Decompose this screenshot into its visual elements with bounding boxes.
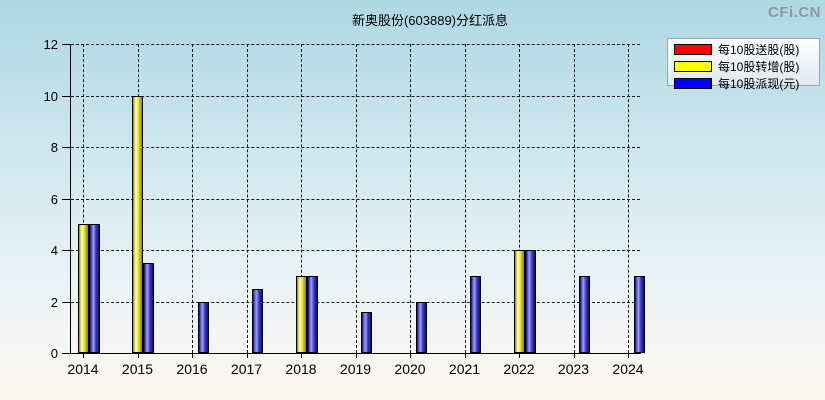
bar-capitalization-shares-2018 <box>295 275 307 353</box>
y-axis-label: 6 <box>50 191 58 207</box>
legend-item-capitalization-shares: 每10股转增(股) <box>674 58 813 75</box>
chart-title: 新奥股份(603889)分红派息 <box>351 13 509 28</box>
x-axis-label: 2015 <box>121 361 154 377</box>
y-axis-label: 2 <box>50 294 58 310</box>
x-axis-label: 2019 <box>339 361 372 377</box>
y-tick <box>62 44 70 45</box>
legend-item-cash-dividend: 每10股派现(元) <box>674 75 813 92</box>
gridline-vertical <box>246 44 248 353</box>
bar-cash-dividend-2022 <box>524 250 536 353</box>
x-tick <box>573 354 575 358</box>
x-axis-label: 2023 <box>557 361 590 377</box>
bar-cash-dividend-2014 <box>88 224 100 353</box>
bar-cash-dividend-2021 <box>470 275 481 353</box>
x-axis-label: 2018 <box>285 361 317 377</box>
legend: 每10股送股(股) 每10股转增(股) 每10股派现(元) <box>667 38 820 91</box>
x-axis-label: 2016 <box>176 361 208 377</box>
y-axis-label: 12 <box>43 37 58 52</box>
legend-label-bonus-shares: 每10股送股(股) <box>718 43 800 57</box>
gridline-vertical <box>573 44 575 353</box>
bar-cash-dividend-2018 <box>306 275 318 353</box>
y-axis-label: 0 <box>50 346 58 361</box>
legend-label-capitalization-shares: 每10股转增(股) <box>718 60 800 74</box>
x-tick <box>628 354 629 358</box>
x-axis-label: 2017 <box>230 361 263 377</box>
x-tick <box>246 354 248 358</box>
legend-swatch-cash-dividend <box>674 78 712 89</box>
legend-label-cash-dividend: 每10股派现(元) <box>718 77 800 91</box>
bar-cash-dividend-2024 <box>633 275 645 353</box>
x-axis-label: 2021 <box>448 361 481 377</box>
y-tick <box>62 301 70 303</box>
x-axis-line <box>70 353 641 354</box>
gridline-vertical <box>628 44 629 353</box>
y-axis-line <box>70 44 71 354</box>
bar-cash-dividend-2015 <box>143 262 154 353</box>
y-tick <box>62 353 70 354</box>
y-axis-label: 10 <box>43 88 58 104</box>
y-tick <box>62 95 70 97</box>
bar-cash-dividend-2016 <box>197 301 209 353</box>
bar-cash-dividend-2020 <box>415 301 427 353</box>
x-tick <box>137 354 139 358</box>
legend-swatch-capitalization-shares <box>674 61 712 72</box>
gridline-vertical <box>355 44 357 353</box>
y-tick <box>62 147 70 148</box>
bar-capitalization-shares-2014 <box>77 224 89 353</box>
x-axis-label: 2014 <box>67 361 99 377</box>
x-axis-label: 2022 <box>503 361 535 377</box>
cfi-watermark: CFi.CN <box>768 4 821 21</box>
bar-capitalization-shares-2022 <box>513 250 525 353</box>
legend-item-bonus-shares: 每10股送股(股) <box>674 41 813 58</box>
x-tick <box>192 354 193 358</box>
x-axis-label: 2020 <box>394 361 426 377</box>
x-tick <box>464 354 466 358</box>
x-tick <box>519 354 520 358</box>
gridline-vertical <box>519 44 520 353</box>
bar-cash-dividend-2019 <box>361 311 372 353</box>
bar-cash-dividend-2017 <box>252 288 263 353</box>
y-tick <box>62 250 70 251</box>
x-tick <box>301 354 302 358</box>
y-axis-label: 4 <box>50 243 58 258</box>
legend-swatch-bonus-shares <box>674 44 712 55</box>
gridline-vertical <box>464 44 466 353</box>
y-tick <box>62 198 70 200</box>
gridline-vertical <box>83 44 84 353</box>
x-axis-label: 2024 <box>612 361 644 377</box>
gridline-vertical <box>301 44 302 353</box>
x-tick <box>410 354 411 358</box>
gridline-vertical <box>410 44 411 353</box>
gridline-vertical <box>192 44 193 353</box>
bar-cash-dividend-2023 <box>579 275 590 353</box>
bar-capitalization-shares-2015 <box>132 95 143 353</box>
x-tick <box>355 354 357 358</box>
x-tick <box>83 354 84 358</box>
y-axis-label: 8 <box>50 140 58 155</box>
